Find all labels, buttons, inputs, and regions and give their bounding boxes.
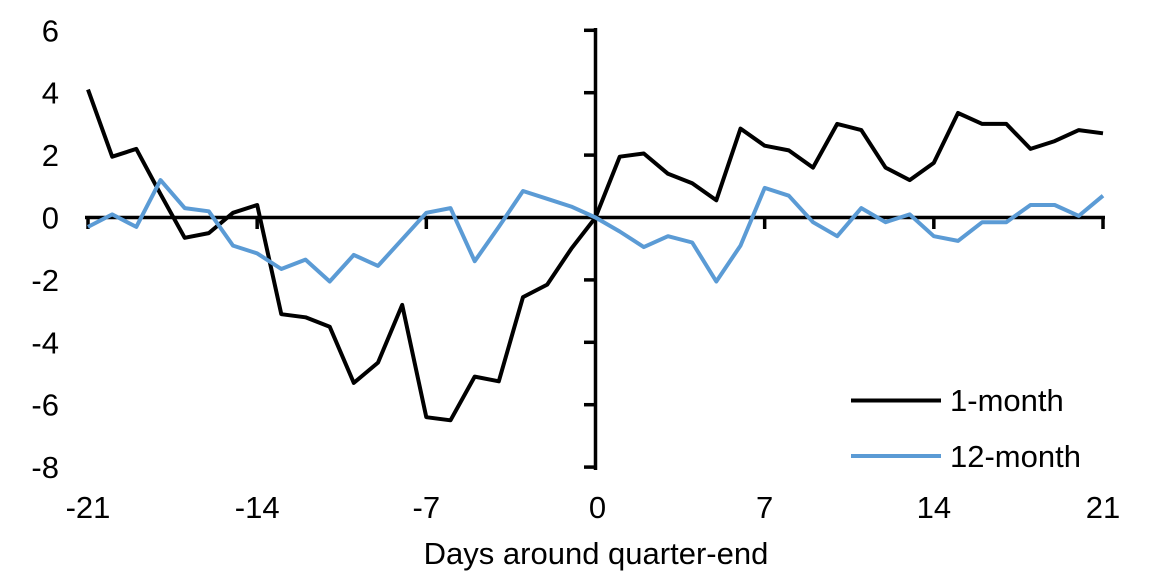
y-tick-label: 2 (42, 138, 59, 173)
y-tick-label: 4 (42, 76, 59, 111)
x-axis-title: Days around quarter-end (424, 536, 769, 571)
y-tick-label: 6 (42, 13, 59, 48)
legend-label-1-month: 1-month (950, 383, 1064, 418)
y-tick-label: 0 (42, 201, 59, 236)
y-tick-label: -6 (31, 388, 59, 423)
series-line-12-month (87, 178, 1105, 284)
legend-label-12-month: 12-month (950, 439, 1081, 474)
x-tick-label: -7 (413, 490, 441, 525)
x-tick-label: -14 (235, 490, 280, 525)
y-axis: 6 4 2 0 -2 -4 -6 -8 (31, 13, 598, 485)
x-tick-label: 14 (917, 490, 951, 525)
x-tick-label: -21 (66, 490, 111, 525)
x-tick-label: 0 (589, 490, 606, 525)
legend: 1-month 12-month (851, 383, 1081, 474)
y-tick-label: -4 (31, 325, 59, 360)
y-tick-label: -8 (31, 450, 59, 485)
y-tick-label: -2 (31, 263, 59, 298)
x-tick-label: 21 (1086, 490, 1120, 525)
x-axis: -21 -14 -7 0 7 14 21 (66, 215, 1120, 525)
x-tick-label: 7 (756, 490, 773, 525)
